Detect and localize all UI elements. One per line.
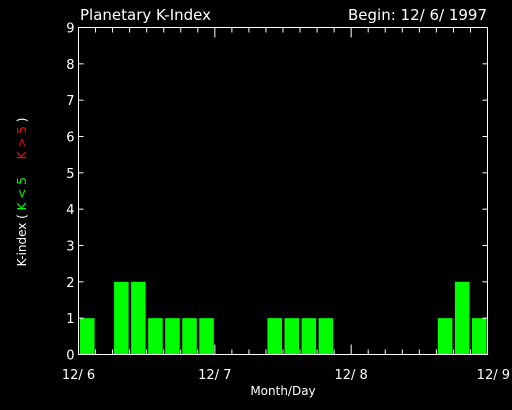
k-index-bar — [284, 318, 300, 355]
k-index-bar — [267, 318, 282, 355]
x-tick-label: 12/ 7 — [198, 368, 231, 383]
y-axis-label-prefix: K-index ( — [15, 214, 29, 266]
k-index-bar — [301, 318, 317, 355]
bars-group — [80, 281, 487, 355]
k-index-bar — [199, 318, 214, 355]
y-tick-label: 4 — [66, 203, 74, 218]
y-tick-label: 9 — [66, 22, 74, 37]
k-index-bar — [131, 281, 146, 355]
y-axis-label-suffix: ) — [15, 118, 29, 123]
x-ticks-group: 12/ 6 12/ 7 12/ 8 12/ 9 — [62, 27, 510, 383]
k-index-bar — [114, 281, 129, 355]
k-index-bar — [318, 318, 334, 355]
k-index-bar — [454, 281, 470, 355]
y-tick-label: 7 — [66, 94, 74, 109]
y-ticks-group: 0 1 2 3 4 5 6 7 8 9 — [66, 22, 488, 364]
x-axis-label: Month/Day — [250, 384, 315, 398]
y-tick-label: 1 — [66, 312, 74, 327]
y-tick-label: 5 — [66, 167, 74, 182]
k-index-bar — [437, 318, 453, 355]
y-tick-label: 6 — [66, 131, 74, 146]
y-axis-label: K-index ( K < 5 K > 5 ) — [15, 118, 29, 267]
y-tick-label: 3 — [66, 240, 74, 255]
k-index-bar — [148, 318, 163, 355]
k-index-bar — [471, 318, 487, 355]
k-index-bar — [80, 318, 95, 355]
k-index-bar — [182, 318, 197, 355]
k-index-bar — [165, 318, 180, 355]
plot-frame — [78, 27, 488, 355]
y-tick-label: 2 — [66, 276, 74, 291]
y-axis-label-high: K > 5 — [15, 126, 29, 159]
svg-text:K-index ( K < 5 K: K-index ( K < 5 K > 5 ) — [15, 118, 29, 267]
y-tick-label: 0 — [66, 349, 74, 364]
x-tick-label: 12/ 8 — [335, 368, 368, 383]
chart-subtitle: Begin: 12/ 6/ 1997 — [348, 6, 487, 24]
chart-title: Planetary K-Index — [80, 6, 211, 24]
y-tick-label: 8 — [66, 58, 74, 73]
x-tick-label: 12/ 6 — [62, 368, 95, 383]
x-tick-label: 12/ 9 — [477, 368, 510, 383]
y-axis-label-low: K < 5 — [15, 177, 29, 210]
